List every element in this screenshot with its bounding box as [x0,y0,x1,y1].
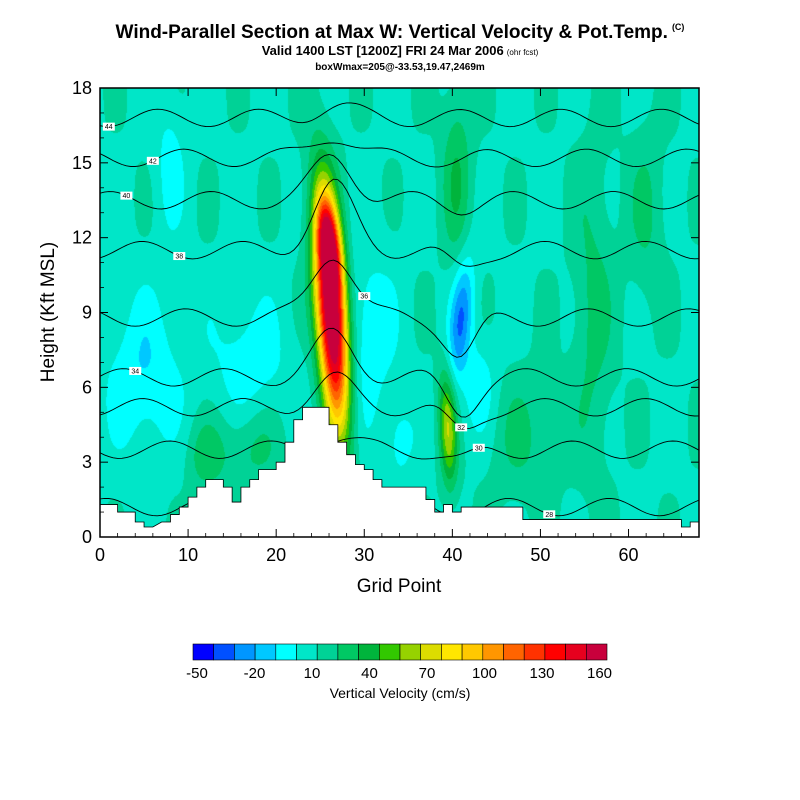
colorbar-tick-label: 70 [419,665,436,682]
y-tick-label: 6 [82,377,92,397]
colorbar-swatch [192,643,215,661]
isentrope-label-bg [472,443,485,452]
isentrope-label-bg [455,423,468,432]
y-tick-label: 0 [82,527,92,547]
colorbar-swatch [378,643,401,661]
forecast-note: (ohr fcst) [506,48,539,57]
colorbar-swatch [565,643,587,661]
isentrope-label-bg [146,156,159,165]
colorbar-swatch [523,643,546,661]
y-axis-label: Height (Kft MSL) [38,242,59,382]
isentrope-label: 40 [123,193,131,200]
x-tick-label: 60 [619,545,639,565]
colorbar-swatch [275,643,297,661]
colorbar-swatch [337,643,359,661]
chart-title: Wind-Parallel Section at Max W: Vertical… [0,22,800,44]
colorbar-swatch [234,643,256,661]
isentrope-label-bg [120,191,133,200]
x-tick-label: 0 [95,545,105,565]
isentrope-label-bg [358,292,371,301]
colorbar-title: Vertical Velocity (cm/s) [330,685,471,701]
max-w-stamp: boxWmax=205@-33.53,19.47,2469m [315,62,485,73]
x-axis: 0 10 20 30 40 50 60 [95,88,700,565]
isentrope-44 [100,102,699,128]
isentrope-label-bg [173,252,186,261]
isentrope-label-bg [102,122,115,131]
y-tick-label: 18 [72,78,92,98]
colorbar-tick-label: 10 [304,665,321,682]
colorbar-tick-label: 40 [361,665,378,682]
y-tick-label: 9 [82,303,92,323]
colorbar-swatch [544,643,566,661]
y-tick-label: 3 [82,452,92,472]
colorbar-tick-label: 160 [587,665,612,682]
isentrope-label: 42 [149,158,157,165]
y-tick-label: 12 [72,228,92,248]
colorbar-tick-label: 130 [529,665,554,682]
isentrope-label: 32 [457,425,465,432]
colorbar-swatch [585,643,608,661]
title-mark: (C) [671,22,685,32]
isentrope-label: 34 [131,368,139,375]
colorbar: -50 -20 10 40 70 100 130 160 [186,643,612,682]
x-tick-label: 50 [530,545,550,565]
isentrope-34 [100,327,699,418]
isentrope-30 [100,437,699,460]
isentrope-label: 30 [475,445,483,452]
colorbar-swatch [503,643,525,661]
colorbar-tick-label: -50 [186,665,208,682]
colorbar-swatch [441,643,463,661]
isentrope-40 [100,154,699,216]
colorbar-swatch [399,643,422,661]
terrain-mask [99,406,700,538]
isentrope-42 [100,142,699,168]
colorbar-swatch [461,643,484,661]
isentrope-32 [100,371,699,430]
isentrope-label: 36 [360,294,368,301]
colorbar-tick-label: -20 [244,665,266,682]
isentrope-36 [100,259,699,358]
colorbar-swatch [316,643,339,661]
isentrope-label-bg [543,510,556,519]
colorbar-swatch [482,643,504,661]
chart-title-text: Wind-Parallel Section at Max W: Vertical… [115,22,668,43]
x-tick-label: 40 [442,545,462,565]
x-tick-label: 10 [178,545,198,565]
isentrope-label-bg [129,366,142,375]
isentrope-label: 44 [105,124,113,131]
isentrope-layer: 28 30 32 34 36 38 40 42 44 [100,102,699,519]
isentrope-label: 28 [545,512,553,519]
chart-subtitle-text: Valid 1400 LST [1200Z] FRI 24 Mar 2006 [261,43,504,58]
x-tick-label: 30 [354,545,374,565]
chart-subtitle: Valid 1400 LST [1200Z] FRI 24 Mar 2006 (o… [0,43,800,58]
colorbar-swatch [420,643,442,661]
colorbar-swatch [296,643,318,661]
colorbar-swatch [254,643,277,661]
isentrope-38 [100,178,699,267]
colorbar-swatch [213,643,235,661]
vertical-velocity-field [100,88,699,537]
colorbar-tick-label: 100 [472,665,497,682]
y-tick-label: 15 [72,153,92,173]
x-tick-label: 20 [266,545,286,565]
colorbar-swatch [358,643,380,661]
isentrope-label: 38 [175,254,183,261]
x-axis-label: Grid Point [357,576,442,597]
